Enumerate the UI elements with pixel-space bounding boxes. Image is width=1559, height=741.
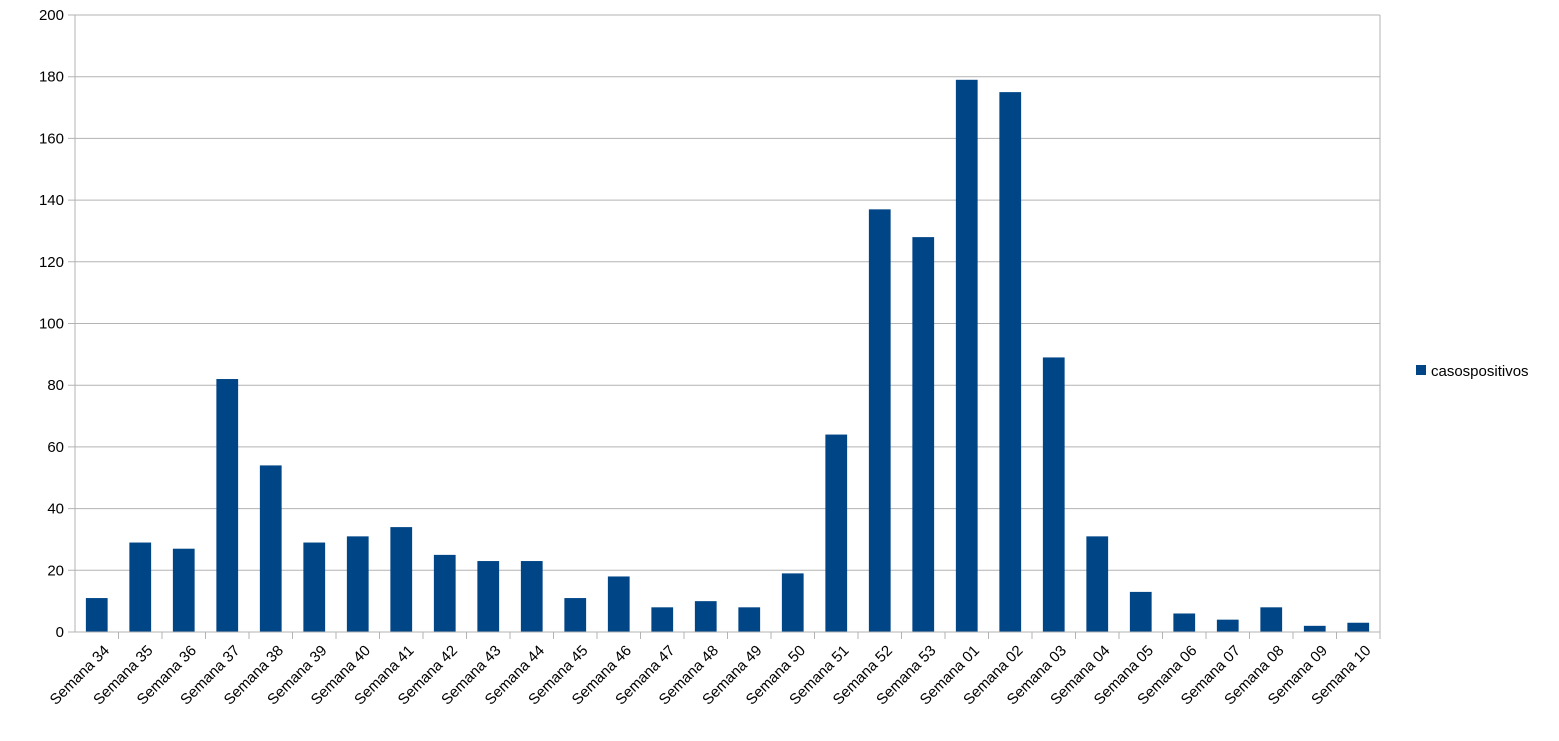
y-tick-label: 200: [39, 7, 64, 24]
bar: [738, 607, 761, 632]
bar: [607, 576, 630, 632]
y-tick-label: 100: [39, 316, 64, 333]
bar: [85, 598, 108, 632]
bar: [912, 237, 935, 632]
bar: [390, 527, 413, 632]
bar: [694, 601, 717, 632]
y-tick-label: 0: [56, 624, 64, 641]
bar: [651, 607, 674, 632]
y-tick-label: 180: [39, 69, 64, 86]
bar-series: [85, 79, 1370, 633]
gridlines: [68, 14, 1381, 633]
bar: [433, 554, 456, 632]
legend: casospositivos: [1416, 363, 1529, 380]
y-axis-ticks: 0 20 40 60 80 100 120 140 160 180 200: [39, 7, 64, 641]
bar: [216, 379, 239, 632]
bar: [781, 573, 804, 632]
bar: [868, 209, 891, 633]
y-tick-label: 60: [47, 439, 64, 456]
legend-label: casospositivos: [1431, 363, 1529, 380]
bar: [477, 561, 500, 632]
bar: [825, 434, 848, 632]
bar: [564, 598, 587, 632]
bar: [1129, 591, 1152, 632]
bar: [129, 542, 152, 632]
bar: [999, 92, 1022, 632]
bar: [303, 542, 326, 632]
y-tick-label: 120: [39, 254, 64, 271]
bar: [520, 561, 543, 632]
y-tick-label: 140: [39, 192, 64, 209]
bar: [955, 79, 978, 632]
bar: [1347, 622, 1370, 632]
y-tick-label: 20: [47, 562, 64, 579]
bar: [1086, 536, 1109, 632]
bar: [1042, 357, 1065, 632]
y-tick-label: 80: [47, 377, 64, 394]
bar: [1216, 619, 1239, 632]
bar: [259, 465, 282, 632]
legend-swatch: [1416, 365, 1426, 375]
y-tick-label: 160: [39, 130, 64, 147]
bar: [172, 548, 195, 632]
bar: [1260, 607, 1283, 632]
y-tick-label: 40: [47, 501, 64, 518]
bar: [1303, 625, 1326, 632]
bar: [1173, 613, 1196, 632]
bar: [346, 536, 369, 632]
